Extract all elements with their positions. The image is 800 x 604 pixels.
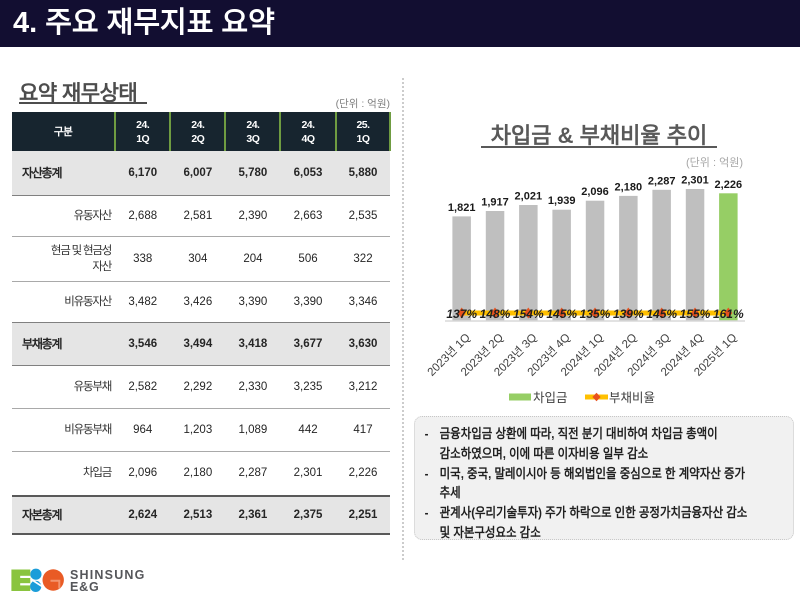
svg-text:135%: 135% <box>580 307 611 321</box>
svg-text:(단위 : 억원): (단위 : 억원) <box>686 156 743 169</box>
svg-text:2,021: 2,021 <box>515 191 543 203</box>
svg-text:부채비율: 부채비율 <box>609 391 655 405</box>
svg-text:2,226: 2,226 <box>715 179 743 191</box>
svg-text:차입금 & 부채비율 추이: 차입금 & 부채비율 추이 <box>491 123 707 148</box>
svg-text:1,939: 1,939 <box>548 195 576 207</box>
svg-text:145%: 145% <box>546 307 577 321</box>
svg-text:1,821: 1,821 <box>448 202 476 214</box>
svg-text:148%: 148% <box>480 307 511 321</box>
svg-text:161%: 161% <box>713 307 744 321</box>
svg-text:139%: 139% <box>613 307 644 321</box>
svg-text:2,180: 2,180 <box>615 181 643 193</box>
svg-text:1,917: 1,917 <box>481 197 509 209</box>
svg-text:154%: 154% <box>513 307 544 321</box>
svg-text:2,287: 2,287 <box>648 175 676 187</box>
svg-text:2,301: 2,301 <box>681 175 709 187</box>
svg-text:차입금: 차입금 <box>533 391 568 405</box>
svg-text:155%: 155% <box>680 307 711 321</box>
svg-text:137%: 137% <box>446 307 477 321</box>
svg-text:2,096: 2,096 <box>581 186 609 198</box>
svg-text:145%: 145% <box>646 307 677 321</box>
